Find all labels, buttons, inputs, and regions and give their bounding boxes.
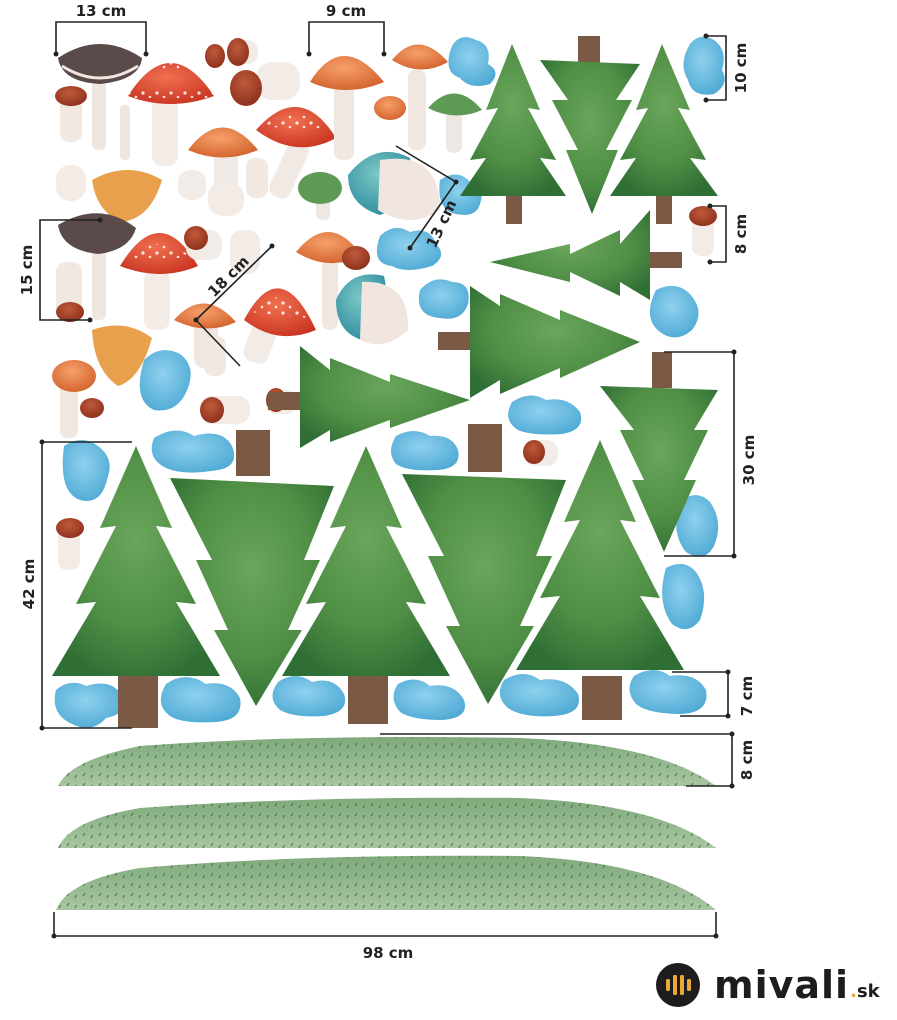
tree-large-2 xyxy=(282,446,450,724)
tree-sideways-3 xyxy=(268,346,470,448)
tree-group xyxy=(52,36,718,728)
grass-strip-3 xyxy=(56,855,716,910)
dim-tree-small-height: 30 cm xyxy=(664,349,758,559)
label-7cm: 7 cm xyxy=(738,676,756,716)
mushroom-group xyxy=(52,38,717,570)
red-mushroom-2 xyxy=(256,106,336,199)
label-9cm: 9 cm xyxy=(326,2,366,20)
brand-dot: . xyxy=(850,980,857,1002)
dim-cloud-height-bottom: 7 cm xyxy=(672,669,756,719)
logo-icon xyxy=(656,963,700,1007)
label-10cm: 10 cm xyxy=(732,43,750,94)
dim-grass-height: 8 cm xyxy=(380,731,756,789)
red-mushroom xyxy=(128,60,214,166)
label-30cm: 30 cm xyxy=(740,435,758,486)
cloud-group xyxy=(54,36,725,728)
dark-mushroom-2 xyxy=(56,213,136,322)
tree-large-upside-1 xyxy=(170,430,334,706)
dim-grass-width: 98 cm xyxy=(51,912,719,962)
label-42cm: 42 cm xyxy=(20,559,38,610)
dim-small-mushroom-height: 8 cm xyxy=(707,203,750,265)
teal-mushroom-2 xyxy=(336,274,409,345)
red-mushroom-4 xyxy=(243,288,316,364)
teal-mushroom xyxy=(348,151,440,220)
orange-mushroom-big xyxy=(310,56,384,160)
tree-small-1 xyxy=(460,44,566,224)
dim-mushroom-tall-height: 15 cm xyxy=(18,217,103,323)
dim-tree-large-height: 42 cm xyxy=(20,439,132,731)
dark-mushroom xyxy=(58,44,142,150)
green-mushroom-small xyxy=(298,172,342,220)
orange-mushroom-4 xyxy=(296,231,370,330)
dim-cloud-height-top: 10 cm xyxy=(703,33,750,103)
tree-sideways-2 xyxy=(438,286,640,398)
label-8cm-grass: 8 cm xyxy=(738,740,756,780)
dim-mushroom-small-width: 9 cm xyxy=(306,2,387,57)
tree-large-upside-2 xyxy=(402,424,566,704)
tree-large-3 xyxy=(516,440,684,720)
label-15cm: 15 cm xyxy=(18,245,36,296)
brand-tld: .sk xyxy=(850,981,880,1002)
tree-large-1 xyxy=(52,446,220,728)
grass-strip-1 xyxy=(58,737,716,786)
tree-medium-upside xyxy=(600,352,718,552)
tree-small-2 xyxy=(610,44,718,224)
orange-mushroom-tall xyxy=(374,44,448,150)
tree-small-upside-1 xyxy=(540,36,640,214)
green-mushroom xyxy=(428,93,482,153)
brand-logo[interactable]: mivali .sk xyxy=(656,962,880,1008)
label-8cm-mushroom: 8 cm xyxy=(732,214,750,254)
dim-mushroom-width: 13 cm xyxy=(53,2,149,57)
brand-name: mivali xyxy=(714,963,850,1007)
label-13cm: 13 cm xyxy=(76,2,127,20)
label-98cm: 98 cm xyxy=(363,944,414,962)
tree-sideways-1 xyxy=(490,210,682,300)
grass-strip-2 xyxy=(58,797,716,848)
grass-group xyxy=(56,737,716,910)
small-mushroom-right xyxy=(689,206,717,256)
red-mushroom-3 xyxy=(120,233,198,330)
brand-tld-text: sk xyxy=(856,980,880,1002)
